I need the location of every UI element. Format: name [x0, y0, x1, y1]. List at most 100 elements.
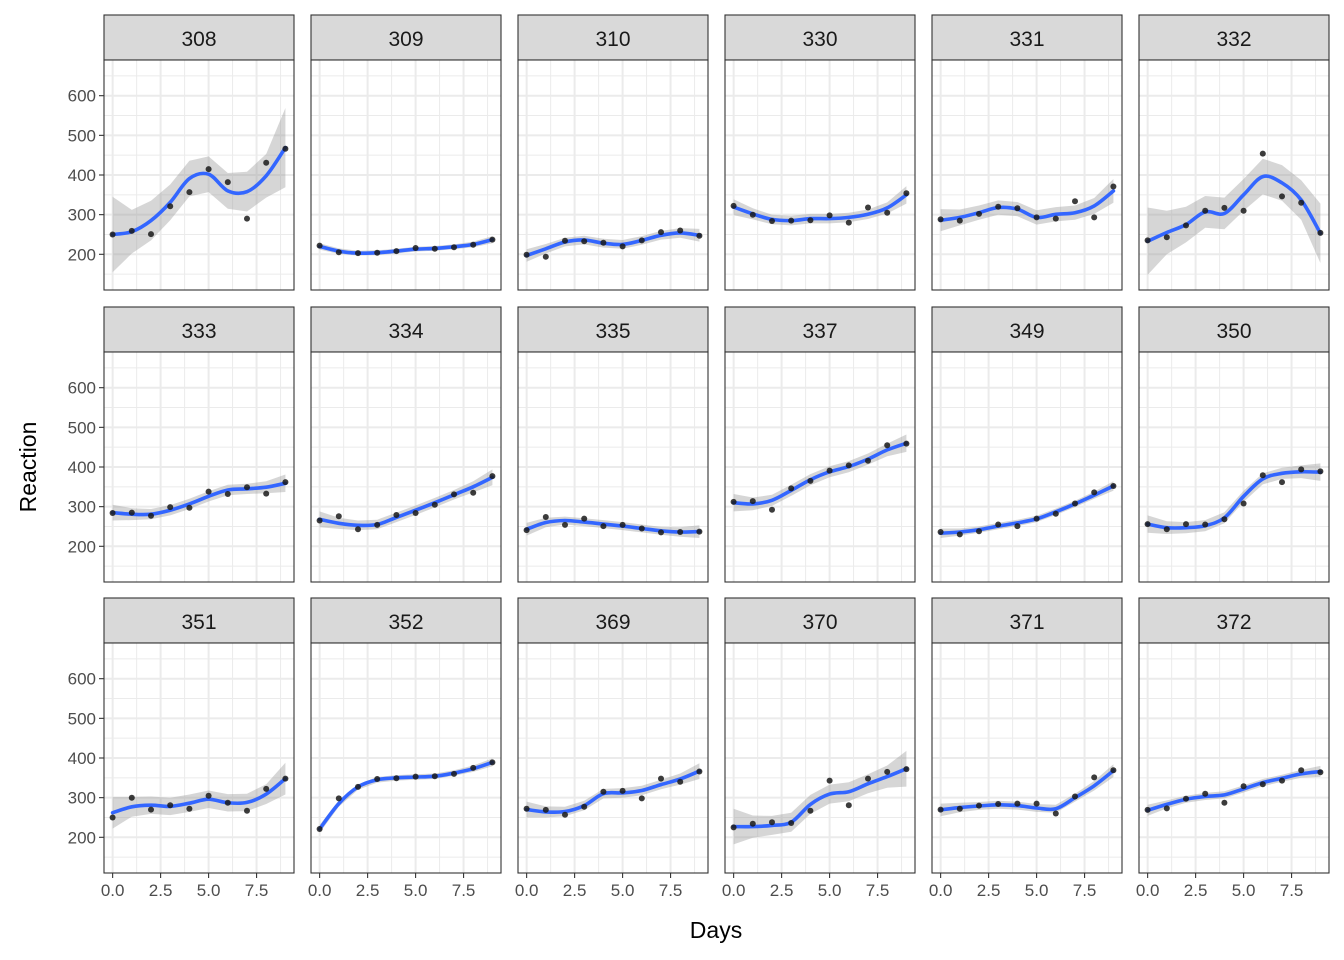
data-point — [263, 785, 270, 792]
data-point — [412, 245, 419, 251]
confidence-ribbon — [319, 236, 493, 256]
data-point — [956, 217, 963, 224]
data-point — [600, 239, 607, 246]
data-point — [638, 237, 645, 244]
facet-strip-label: 371 — [1009, 611, 1044, 634]
data-point — [167, 203, 174, 210]
data-point — [976, 802, 982, 809]
data-point — [355, 250, 361, 257]
smooth-line — [317, 475, 495, 528]
smooth-line — [731, 441, 909, 506]
data-point — [542, 514, 549, 520]
y-tick-label: 600 — [68, 379, 96, 398]
data-point — [1072, 793, 1078, 800]
data-point — [186, 189, 193, 196]
y-tick-label: 600 — [68, 87, 96, 106]
data-point — [976, 210, 982, 217]
x-tick-label: 7.5 — [1073, 881, 1097, 900]
data-point — [1259, 781, 1266, 788]
data-point — [1110, 767, 1117, 774]
facet-strip — [1138, 306, 1330, 353]
facet-panel-310: 310 — [517, 14, 709, 291]
facet-strip-label: 330 — [802, 28, 837, 51]
facet-panel-308: 308 200 300 400 500 600 — [68, 14, 295, 291]
y-tick-label: 600 — [68, 670, 96, 689]
data-point — [470, 241, 477, 248]
confidence-ribbon — [112, 474, 286, 521]
data-point — [1221, 516, 1228, 523]
data-point — [393, 248, 400, 255]
panel-border — [724, 351, 916, 583]
data-point — [523, 805, 530, 812]
data-point — [995, 203, 1002, 210]
data-point — [412, 510, 419, 516]
data-point — [1298, 767, 1305, 774]
data-point — [1144, 237, 1151, 244]
data-point — [1202, 521, 1209, 528]
data-point — [205, 166, 212, 173]
data-point — [903, 440, 910, 447]
data-point — [1033, 800, 1040, 807]
panel-border — [931, 351, 1123, 583]
data-point — [128, 509, 135, 516]
data-point — [374, 776, 381, 782]
facet-panel-333: 333 200 300 400 500 600 — [68, 306, 295, 583]
smooth-line — [524, 518, 702, 534]
data-point — [956, 531, 963, 538]
x-tick-label: 2.5 — [977, 881, 1001, 900]
data-point — [807, 807, 814, 814]
facet-strip-label: 369 — [595, 611, 630, 634]
data-point — [1091, 214, 1098, 221]
data-point — [638, 795, 645, 802]
y-tick-label: 200 — [68, 828, 96, 847]
facet-panel-332: 332 — [1138, 14, 1330, 291]
data-point — [542, 253, 549, 260]
data-point — [976, 528, 982, 535]
data-point — [1298, 466, 1305, 473]
data-point — [1183, 795, 1189, 802]
smooth-line — [110, 481, 288, 517]
y-tick-label: 500 — [68, 709, 96, 728]
x-tick-label: 5.0 — [197, 881, 221, 900]
data-point — [1052, 510, 1059, 517]
smooth-line — [524, 231, 702, 258]
data-point — [263, 159, 270, 166]
data-point — [282, 145, 289, 152]
x-tick-label: 0.0 — [1136, 881, 1160, 900]
data-point — [335, 513, 342, 520]
confidence-ribbon — [733, 434, 907, 512]
data-point — [749, 211, 756, 218]
data-point — [412, 773, 419, 780]
data-point — [1202, 207, 1209, 214]
data-point — [619, 243, 626, 250]
data-point — [393, 512, 400, 518]
data-point — [788, 820, 795, 826]
data-point — [937, 529, 944, 535]
smooth-line — [938, 768, 1116, 812]
data-point — [769, 218, 775, 224]
smooth-line — [938, 189, 1116, 222]
data-point — [1163, 234, 1170, 241]
data-point — [186, 805, 193, 812]
facet-panel-370: 370 0.0 2.5 5.0 7.5 — [722, 597, 916, 900]
facet-strip-label: 334 — [388, 320, 423, 343]
data-point — [1110, 183, 1117, 190]
data-point — [581, 803, 588, 810]
y-tick-label: 300 — [68, 789, 96, 808]
data-point — [1014, 800, 1021, 807]
data-point — [335, 249, 342, 256]
data-point — [316, 826, 323, 832]
facet-strip-label: 310 — [595, 28, 630, 51]
data-point — [205, 792, 212, 799]
data-point — [807, 217, 814, 224]
data-point — [244, 484, 250, 491]
smooth-line — [1145, 469, 1323, 530]
data-point — [845, 219, 852, 226]
data-point — [696, 232, 703, 239]
facet-panel-334: 334 — [310, 306, 502, 583]
facet-strip — [310, 306, 502, 353]
data-point — [335, 795, 342, 802]
x-tick-label: 2.5 — [1184, 881, 1208, 900]
confidence-ribbon — [112, 108, 286, 273]
data-point — [355, 783, 361, 790]
